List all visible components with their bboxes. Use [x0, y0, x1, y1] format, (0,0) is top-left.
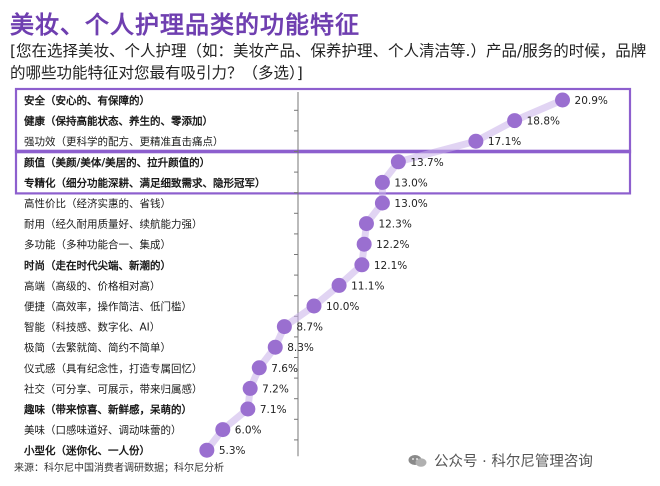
watermark: 公众号 · 科尔尼管理咨询: [408, 450, 593, 471]
category-label: 便捷（高效率，操作简洁、低门槛）: [24, 300, 192, 313]
data-point: [356, 236, 372, 252]
category-label: 小型化（迷你化、一人份）: [23, 444, 150, 457]
highlight-box-1: [14, 87, 632, 154]
category-label: 时尚（走在时代尖端、新潮的）: [24, 259, 171, 272]
source-note: 来源：科尔尼中国消费者调研数据；科尔尼分析: [14, 463, 224, 474]
data-label: 13.0%: [394, 177, 427, 189]
data-point: [555, 92, 571, 108]
category-label: 智能（科技感、数字化、AI）: [24, 321, 160, 334]
data-label: 8.3%: [287, 342, 314, 354]
data-label: 7.6%: [271, 363, 298, 375]
data-point: [306, 298, 322, 314]
data-point: [507, 113, 523, 129]
data-label: 8.7%: [296, 322, 323, 334]
data-point: [215, 422, 231, 438]
category-label: 高性价比（经济实惠的、省钱）: [24, 197, 171, 210]
data-point: [468, 133, 484, 149]
category-label: 强功效（更科学的配方、更精准直击痛点）: [24, 135, 224, 148]
data-label: 6.0%: [235, 425, 262, 437]
data-label: 11.1%: [351, 280, 384, 292]
category-label: 高端（高级的、价格相对高）: [24, 279, 161, 292]
category-label: 颜值（美颜/美体/美居的、拉升颜值的）: [24, 156, 210, 169]
watermark-text: 公众号 · 科尔尼管理咨询: [434, 454, 593, 470]
data-label: 20.9%: [575, 95, 608, 107]
data-point: [199, 442, 215, 458]
data-point: [374, 195, 390, 211]
data-label: 18.8%: [527, 116, 560, 128]
category-label: 仪式感（具有纪念性，打造专属回忆）: [24, 362, 203, 375]
data-label: 7.1%: [260, 404, 287, 416]
category-label: 社交（可分享、可展示，带来归属感）: [24, 382, 203, 395]
data-point: [354, 257, 370, 273]
data-point: [390, 154, 406, 170]
chart-title: 美妆、个人护理品类的功能特征: [10, 11, 360, 39]
data-label: 13.0%: [394, 198, 427, 210]
category-label: 多功能（多种功能合一、集成）: [24, 238, 171, 251]
category-label: 极简（去繁就简、简约不简单）: [24, 341, 171, 354]
data-label: 12.1%: [374, 260, 407, 272]
category-label: 健康（保持高能状态、养生的、零添加）: [24, 115, 213, 128]
data-label: 17.1%: [488, 136, 521, 148]
category-label: 美味（口感味道好、调动味蕾的）: [24, 424, 182, 437]
category-label: 安全（安心的、有保障的）: [24, 94, 150, 107]
data-point: [331, 277, 347, 293]
category-label: 趣味（带来惊喜、新鲜感，呆萌的）: [23, 403, 192, 416]
category-label: 专精化（细分功能深耕、满足细致需求、隐形冠军）: [24, 176, 266, 189]
data-point: [242, 380, 258, 396]
wechat-icon: [408, 454, 427, 467]
data-point: [374, 174, 390, 190]
data-point: [240, 401, 256, 417]
data-label: 12.3%: [378, 219, 411, 231]
data-label: 5.3%: [219, 445, 246, 457]
category-label: 耐用（经久耐用质量好、续航能力强）: [24, 218, 203, 231]
data-label: 13.7%: [410, 157, 443, 169]
data-point: [276, 319, 292, 335]
chart-subtitle: [您在选择美妆、个人护理（如：美妆产品、保养护理、个人清洁等.）产品/服务的时候…: [10, 42, 647, 82]
data-label: 12.2%: [376, 239, 409, 251]
highlight-box-2: [14, 149, 632, 195]
data-point: [267, 339, 283, 355]
data-point: [251, 360, 267, 376]
data-label: 10.0%: [326, 301, 359, 313]
data-label: 7.2%: [262, 383, 289, 395]
data-point: [358, 216, 374, 232]
